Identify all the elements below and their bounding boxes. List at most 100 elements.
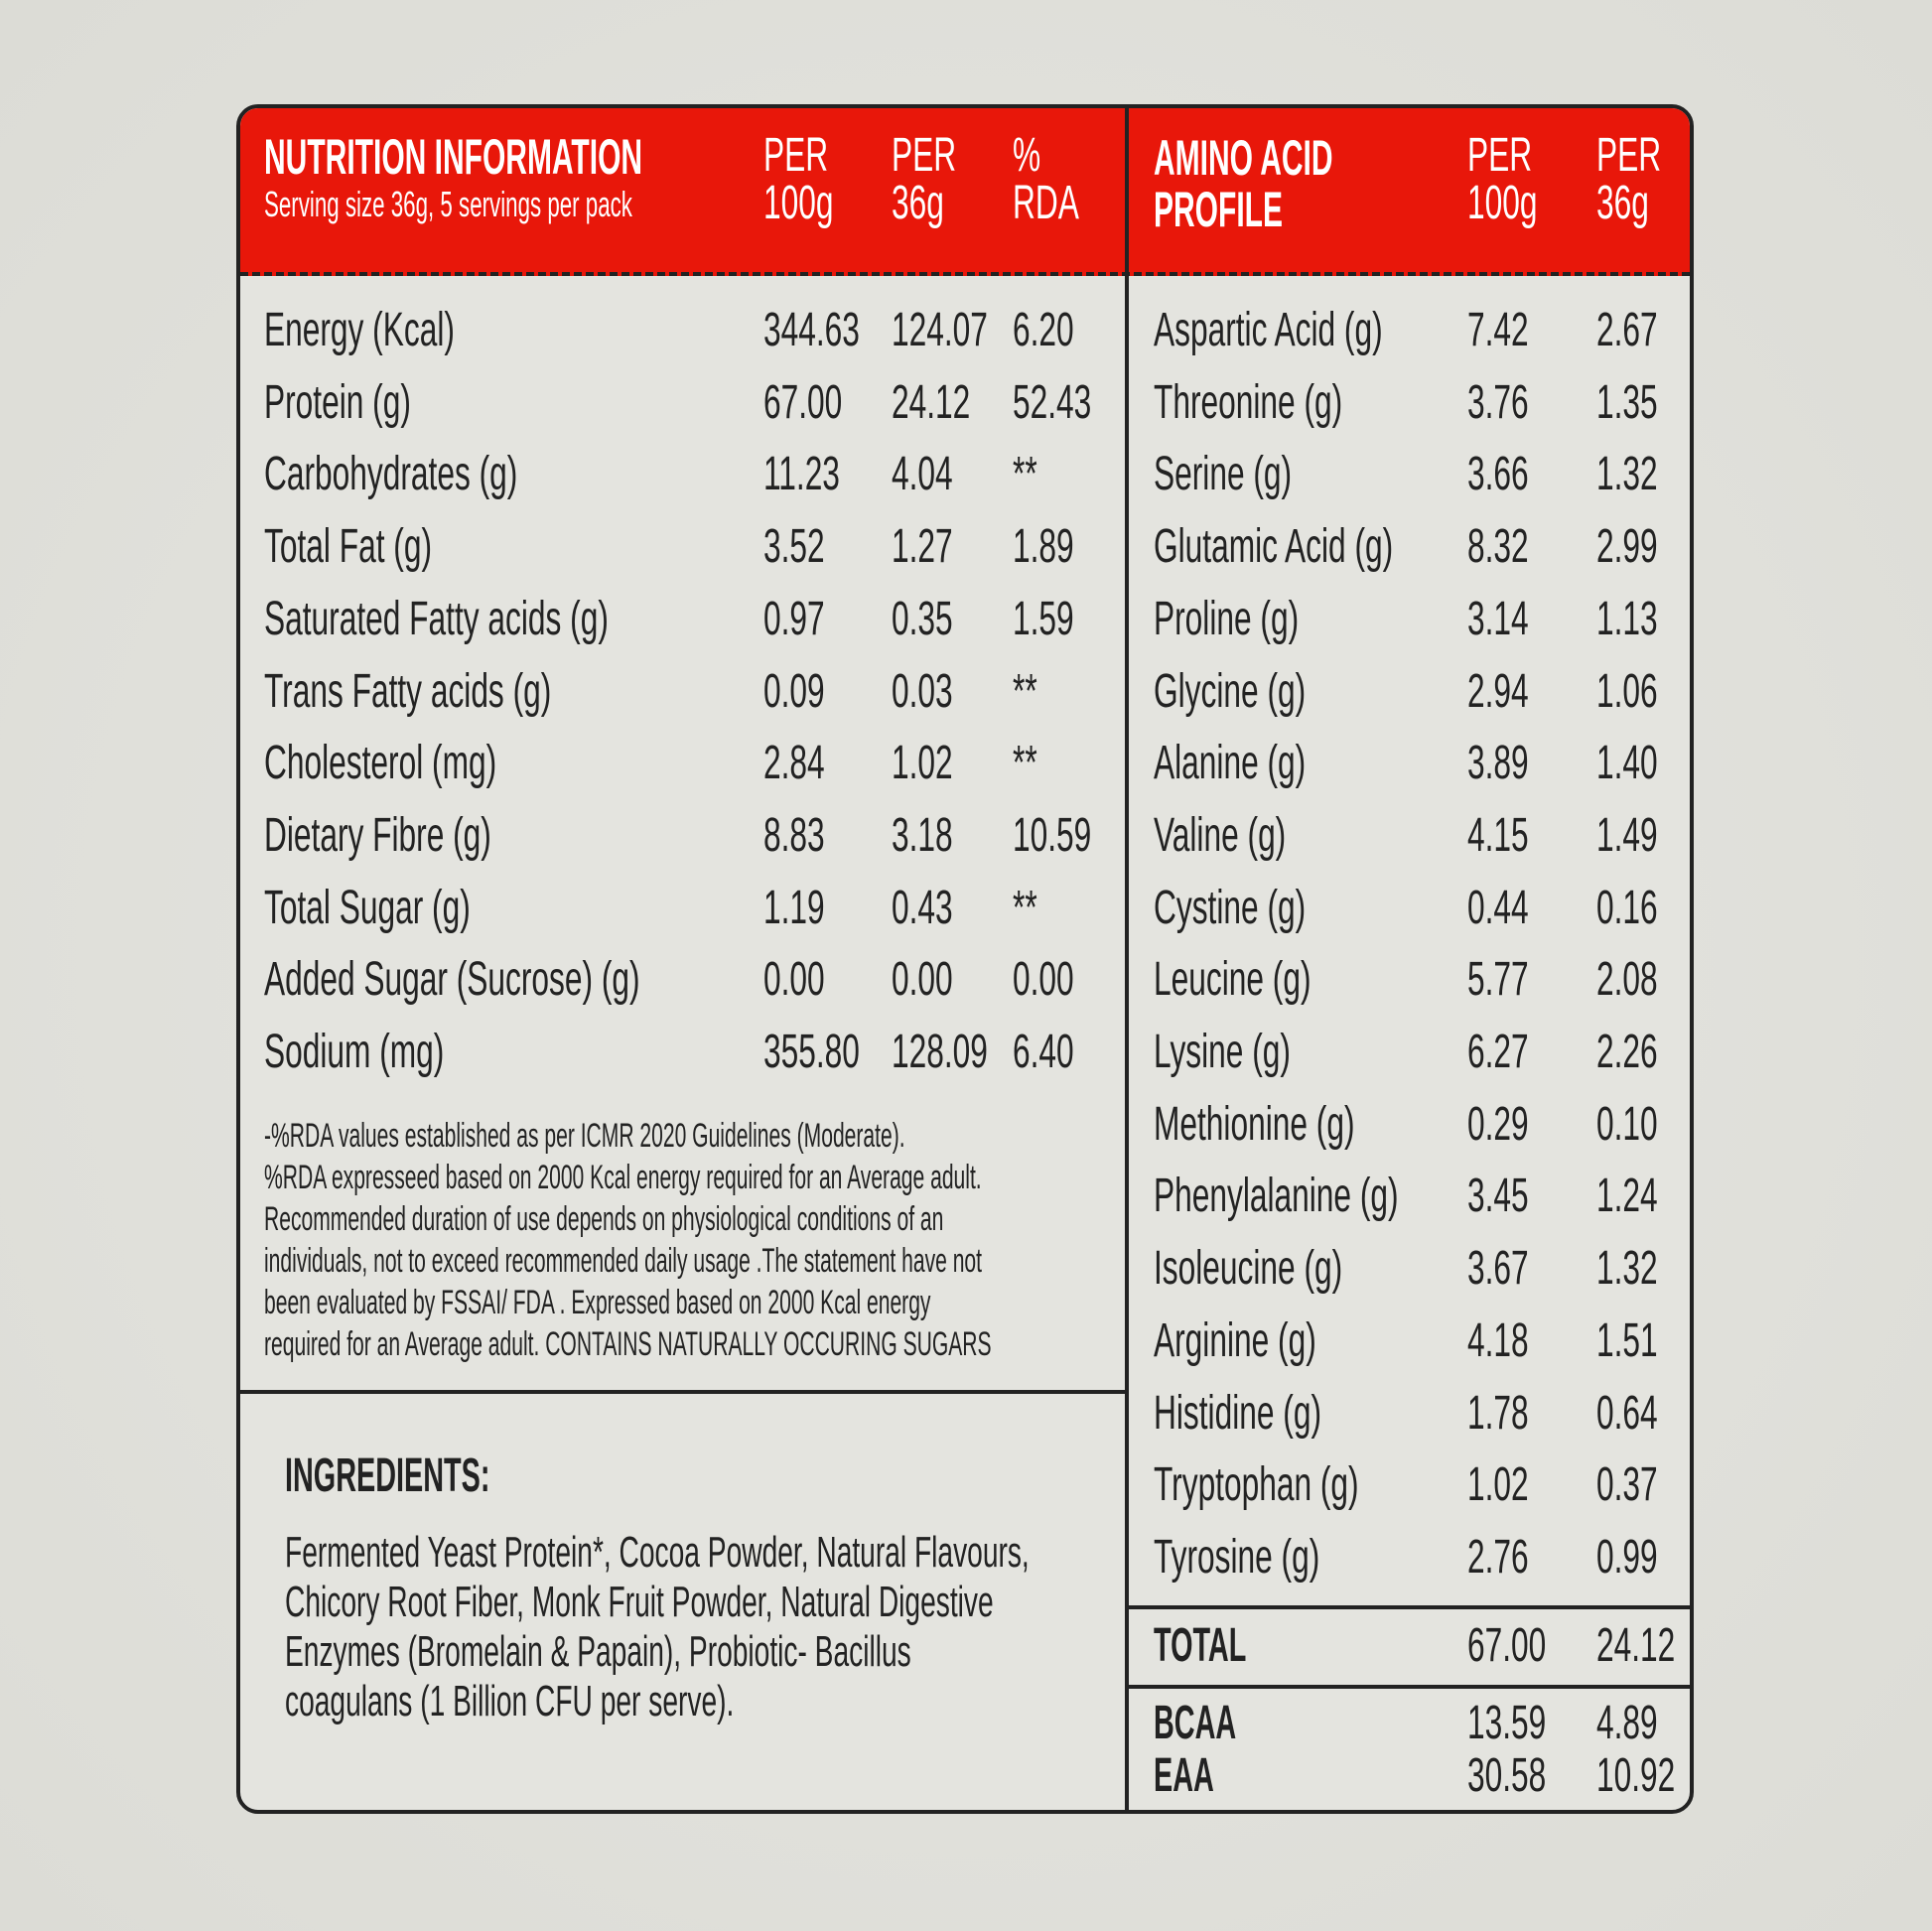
amino-row-label: Tyrosine (g) [1154, 1530, 1320, 1584]
nutrition-row-label: Carbohydrates (g) [264, 448, 518, 501]
nutrition-row-per100: 8.83 [763, 808, 825, 862]
amino-row-per36: 1.24 [1596, 1170, 1658, 1223]
amino-row-label: Glycine (g) [1154, 664, 1307, 718]
amino-row-label: Serine (g) [1154, 448, 1293, 501]
amino-row-per100: 0.44 [1467, 881, 1529, 934]
amino-row-label: Threonine (g) [1154, 375, 1343, 429]
ingredients-line: Fermented Yeast Protein*, Cocoa Powder, … [285, 1528, 1030, 1577]
amino-row-per36: 0.37 [1596, 1458, 1658, 1512]
amino-row-per100: 1.78 [1467, 1386, 1529, 1440]
footnote-line: been evaluated by FSSAI/ FDA . Expressed… [264, 1284, 931, 1321]
nutrition-row-label: Saturated Fatty acids (g) [264, 592, 609, 645]
nutrition-row-rda: ** [1013, 448, 1037, 501]
nutrition-row-rda: 6.40 [1013, 1026, 1074, 1078]
nutrition-row-per100: 0.97 [763, 592, 825, 645]
amino-row-label: Lysine (g) [1154, 1026, 1291, 1078]
nutrition-row-label: Dietary Fibre (g) [264, 808, 491, 862]
nutrition-row-rda: 52.43 [1013, 375, 1092, 429]
nutrition-row-per100: 0.09 [763, 664, 825, 718]
amino-row-per100: 4.18 [1467, 1313, 1529, 1367]
footnote-line: required for an Average adult. CONTAINS … [264, 1325, 992, 1363]
nutrition-row-per36: 0.43 [892, 881, 953, 934]
amino-row-per36: 0.99 [1596, 1530, 1658, 1584]
nutrition-row-label: Cholesterol (mg) [264, 737, 497, 790]
bcaa-per36: 4.89 [1596, 1697, 1658, 1749]
amino-row-per36: 1.13 [1596, 592, 1658, 645]
amino-row-per100: 3.14 [1467, 592, 1529, 645]
total-per36: 24.12 [1596, 1619, 1676, 1672]
amino-row-label: Histidine (g) [1154, 1386, 1322, 1440]
amino-title: AMINO ACID PROFILE [1154, 130, 1333, 237]
eaa-label: EAA [1154, 1749, 1214, 1802]
amino-row-label: Leucine (g) [1154, 953, 1311, 1007]
footnote-line: -%RDA values established as per ICMR 202… [264, 1117, 905, 1155]
amino-row-label: Isoleucine (g) [1154, 1242, 1343, 1296]
amino-row-per36: 1.32 [1596, 1242, 1658, 1296]
amino-row-per36: 2.99 [1596, 520, 1658, 574]
nutrition-row-label: Sodium (mg) [264, 1026, 445, 1078]
amino-row-label: Proline (g) [1154, 592, 1300, 645]
amino-row-per36: 0.10 [1596, 1097, 1658, 1151]
amino-row-per36: 1.35 [1596, 375, 1658, 429]
nutrition-row-per36: 0.00 [892, 953, 953, 1007]
amino-row-label: Methionine (g) [1154, 1097, 1355, 1151]
bcaa-label: BCAA [1154, 1697, 1237, 1749]
footnote-line: %RDA expresseed based on 2000 Kcal energ… [264, 1159, 982, 1196]
nutrition-row-label: Added Sugar (Sucrose) (g) [264, 953, 640, 1007]
nutrition-row-rda: 1.59 [1013, 592, 1074, 645]
nutrition-row-per100: 2.84 [763, 737, 825, 790]
amino-row-per100: 4.15 [1467, 808, 1529, 862]
amino-row-per100: 7.42 [1467, 304, 1529, 356]
bcaa-per100: 13.59 [1467, 1697, 1547, 1749]
nutrition-row-per100: 11.23 [763, 448, 840, 501]
nutrition-row-per36: 24.12 [892, 375, 971, 429]
amino-row-per100: 8.32 [1467, 520, 1529, 574]
amino-row-per36: 0.64 [1596, 1386, 1658, 1440]
amino-row-label: Valine (g) [1154, 808, 1287, 862]
nutrition-row-label: Protein (g) [264, 375, 411, 429]
nutrition-row-rda: ** [1013, 737, 1037, 790]
nutrition-row-per100: 344.63 [763, 304, 860, 356]
nutrition-row-per100: 355.80 [763, 1026, 860, 1078]
amino-row-label: Glutamic Acid (g) [1154, 520, 1394, 574]
amino-row-per100: 3.89 [1467, 737, 1529, 790]
amino-row-label: Alanine (g) [1154, 737, 1307, 790]
amino-row-per36: 1.49 [1596, 808, 1658, 862]
amino-row-per36: 0.16 [1596, 881, 1658, 934]
nutrition-row-per36: 1.02 [892, 737, 953, 790]
total-per100: 67.00 [1467, 1619, 1547, 1672]
amino-col-per36-header: PER 36g [1596, 129, 1662, 229]
nutrition-row-per36: 0.03 [892, 664, 953, 718]
col-per36-header: PER 36g [892, 129, 957, 229]
nutrition-row-per100: 1.19 [763, 881, 825, 934]
eaa-per100: 30.58 [1467, 1749, 1547, 1802]
amino-row-per100: 0.29 [1467, 1097, 1529, 1151]
col-per100-header: PER 100g [763, 129, 834, 229]
nutrition-row-per36: 128.09 [892, 1026, 988, 1078]
nutrition-row-rda: 0.00 [1013, 953, 1074, 1007]
amino-row-per36: 2.67 [1596, 304, 1658, 356]
nutrition-row-label: Energy (Kcal) [264, 304, 455, 356]
nutrition-row-per36: 1.27 [892, 520, 953, 574]
amino-row-per100: 5.77 [1467, 953, 1529, 1007]
amino-row-per100: 2.94 [1467, 664, 1529, 718]
nutrition-row-label: Total Sugar (g) [264, 881, 471, 934]
nutrition-row-per100: 67.00 [763, 375, 843, 429]
amino-row-per100: 6.27 [1467, 1026, 1529, 1078]
total-label: TOTAL [1154, 1619, 1247, 1672]
amino-row-per100: 3.45 [1467, 1170, 1529, 1223]
nutrition-row-rda: 10.59 [1013, 808, 1092, 862]
ingredients-line: Chicory Root Fiber, Monk Fruit Powder, N… [285, 1578, 994, 1626]
amino-row-per100: 3.76 [1467, 375, 1529, 429]
amino-row-label: Aspartic Acid (g) [1154, 304, 1383, 356]
nutrition-row-per36: 4.04 [892, 448, 953, 501]
nutrition-row-per100: 3.52 [763, 520, 825, 574]
total-divider-top [1127, 1605, 1690, 1609]
nutrition-row-per100: 0.00 [763, 953, 825, 1007]
amino-col-per100-header: PER 100g [1467, 129, 1538, 229]
nutrition-row-per36: 124.07 [892, 304, 988, 356]
amino-row-per100: 3.67 [1467, 1242, 1529, 1296]
eaa-per36: 10.92 [1596, 1749, 1676, 1802]
amino-row-per36: 1.06 [1596, 664, 1658, 718]
nutrition-row-rda: 6.20 [1013, 304, 1074, 356]
